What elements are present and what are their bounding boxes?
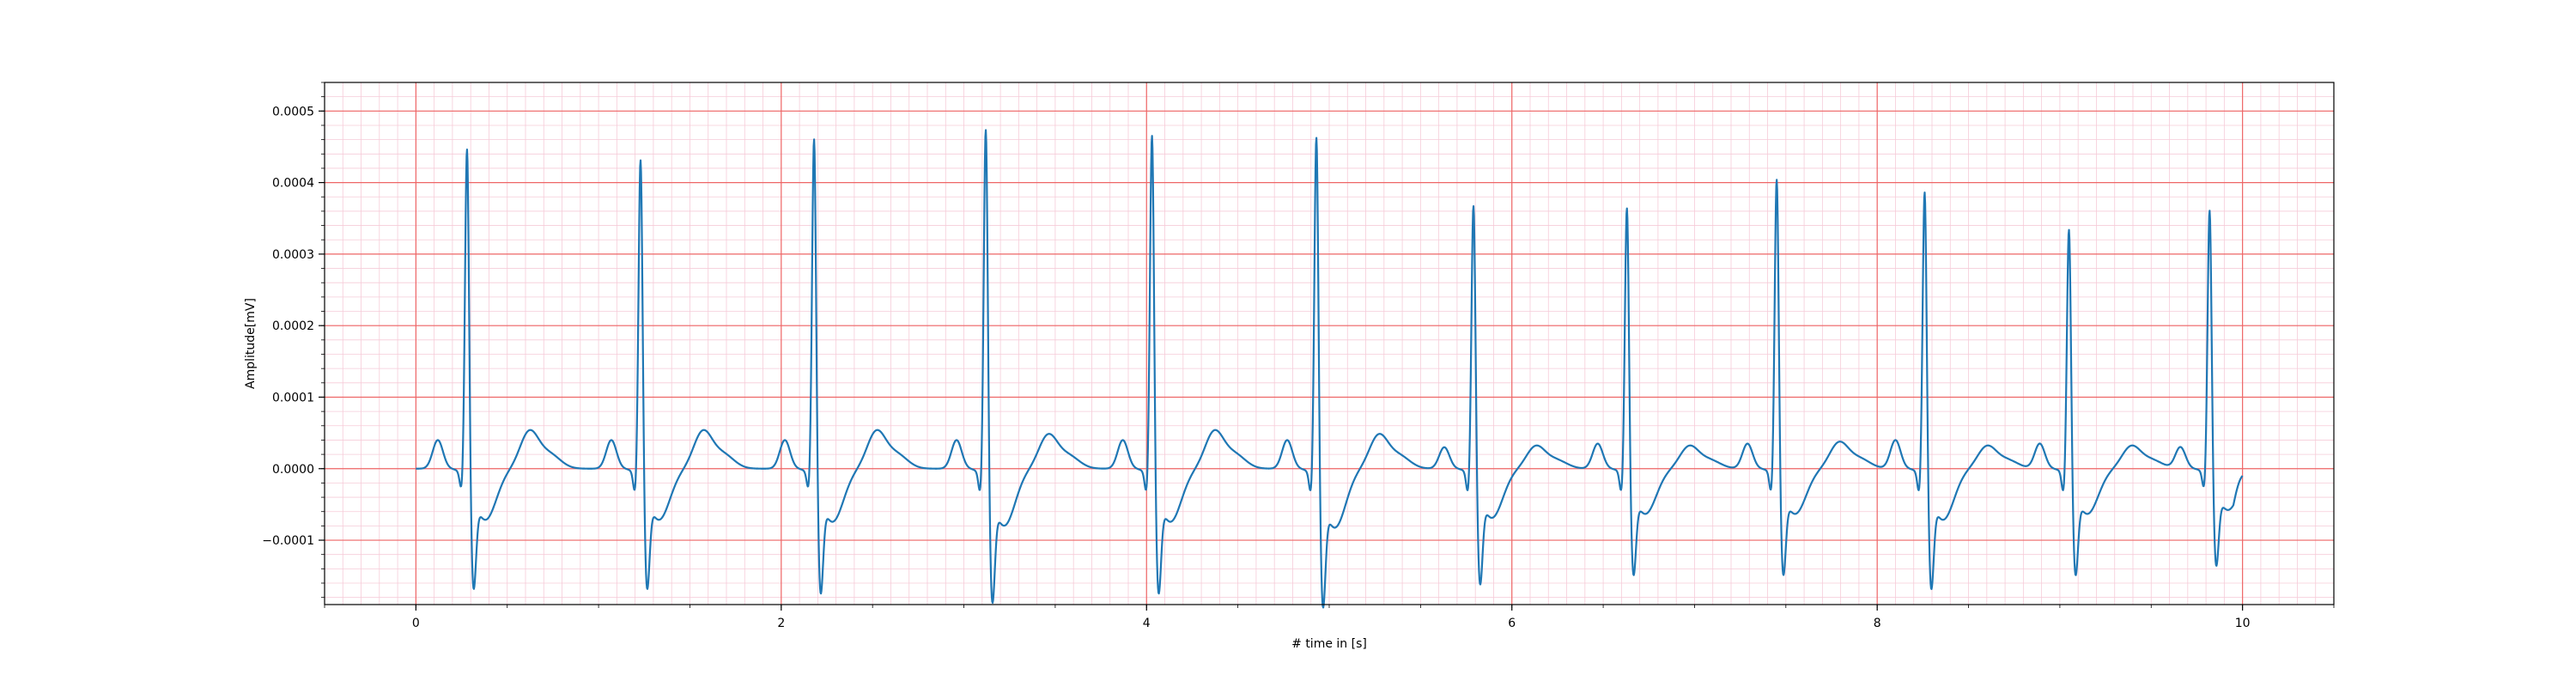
major-grid [325,82,2334,605]
ecg-signal-line [415,129,2244,609]
y-tick-label: 0.0001 [272,391,314,404]
x-axis-ticks: 0 2 4 6 8 10 [324,605,2335,630]
x-tick-label: 0 [412,617,420,630]
y-axis-label: Amplitude[mV] [244,298,258,389]
y-tick-label: 0.0005 [272,105,314,119]
y-tick-label: 0.0002 [272,319,314,333]
x-tick-label: 8 [1874,617,1881,630]
x-tick-label: 4 [1143,617,1151,630]
y-tick-label: −0.0001 [262,534,314,548]
x-tick-label: 2 [777,617,785,630]
y-axis-ticks: −0.0001 0.0000 0.0001 0.0002 0.0003 0.0004 0.0… [262,82,325,599]
y-tick-label: 0.0000 [272,463,314,477]
x-tick-label: 10 [2235,617,2251,630]
x-axis-label: # time in [s] [1291,637,1367,651]
x-tick-label: 6 [1508,617,1516,630]
y-tick-label: 0.0003 [272,248,314,262]
y-tick-label: 0.0004 [272,177,314,191]
series-layer [415,129,2244,609]
